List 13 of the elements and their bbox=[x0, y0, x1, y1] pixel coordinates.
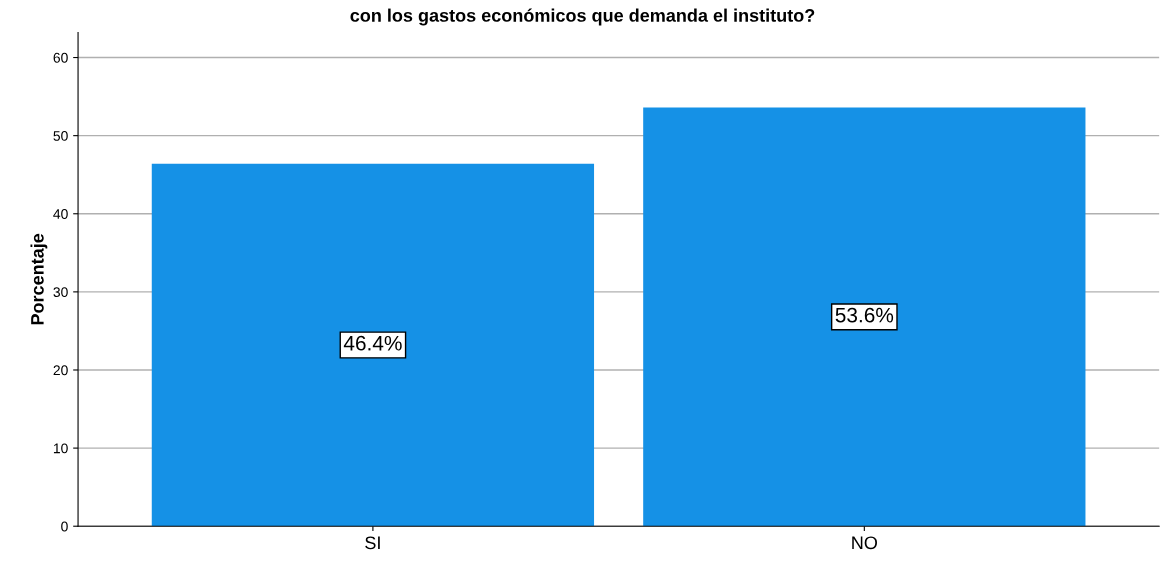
data-label: 46.4% bbox=[343, 335, 402, 351]
y-tick-label: 10 bbox=[53, 443, 68, 454]
y-tick-label: 30 bbox=[53, 287, 68, 298]
y-tick-label: 0 bbox=[61, 521, 68, 532]
y-axis-title: Porcentaje bbox=[30, 233, 48, 325]
data-label: 53.6% bbox=[835, 307, 894, 323]
y-tick-label: 60 bbox=[53, 52, 68, 63]
y-tick-label: 40 bbox=[53, 209, 68, 219]
chart-title: con los gastos económicos que demanda el instituto? bbox=[350, 8, 815, 26]
y-tick-label: 50 bbox=[53, 130, 68, 141]
y-tick-label: 20 bbox=[53, 365, 68, 376]
x-tick-label: NO bbox=[852, 536, 877, 550]
x-tick-label: SI bbox=[365, 536, 380, 550]
